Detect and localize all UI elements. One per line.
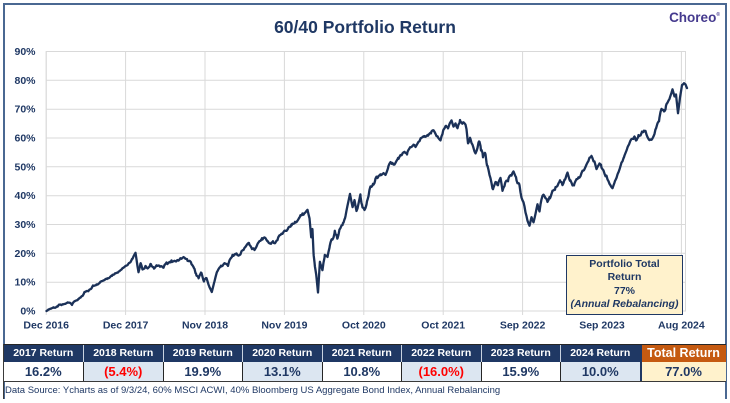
svg-text:70%: 70% xyxy=(14,104,36,116)
svg-text:Nov 2019: Nov 2019 xyxy=(261,320,307,332)
svg-text:60%: 60% xyxy=(14,133,36,145)
svg-text:80%: 80% xyxy=(14,75,36,87)
svg-text:Sep 2023: Sep 2023 xyxy=(579,320,625,332)
svg-text:50%: 50% xyxy=(14,161,36,173)
svg-text:90%: 90% xyxy=(14,46,36,58)
svg-text:20%: 20% xyxy=(14,248,36,260)
svg-text:Aug 2024: Aug 2024 xyxy=(658,320,705,332)
svg-text:0%: 0% xyxy=(20,306,36,318)
svg-text:Dec 2016: Dec 2016 xyxy=(23,320,69,332)
svg-text:40%: 40% xyxy=(14,190,36,202)
svg-text:Dec 2017: Dec 2017 xyxy=(103,320,149,332)
svg-text:Nov 2018: Nov 2018 xyxy=(182,320,228,332)
svg-text:Sep 2022: Sep 2022 xyxy=(500,320,546,332)
svg-text:10%: 10% xyxy=(14,277,36,289)
svg-text:30%: 30% xyxy=(14,219,36,231)
svg-text:Oct 2020: Oct 2020 xyxy=(342,320,386,332)
svg-text:Oct 2021: Oct 2021 xyxy=(421,320,465,332)
